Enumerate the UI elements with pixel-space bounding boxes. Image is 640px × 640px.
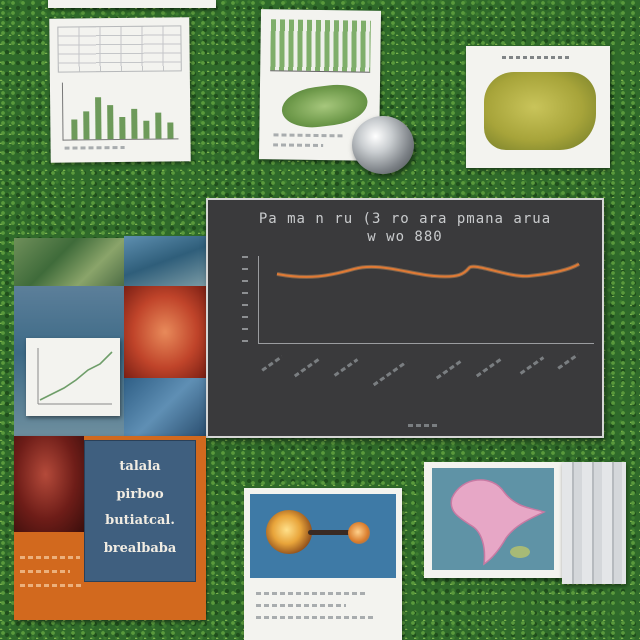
poster-line-2: pirboo bbox=[116, 487, 164, 502]
y-axis-tick bbox=[242, 280, 248, 282]
document-particle-image bbox=[244, 488, 402, 640]
document-scribble bbox=[64, 145, 125, 150]
y-axis-tick bbox=[242, 268, 248, 270]
x-axis-label-mark bbox=[261, 355, 283, 372]
creature-body bbox=[450, 479, 546, 566]
creature-spot bbox=[510, 546, 530, 558]
orange-poster: talala pirboo butiatcal. brealbaba bbox=[14, 436, 206, 620]
large-glow bbox=[266, 510, 312, 554]
document-bar-chart bbox=[61, 81, 179, 141]
small-growth-chart bbox=[26, 338, 120, 416]
x-axis-label-mark bbox=[372, 360, 408, 387]
aerial-photo-field bbox=[14, 238, 124, 286]
document-scribble bbox=[273, 143, 324, 148]
chart-bar bbox=[83, 111, 90, 140]
document-table-bar-chart bbox=[49, 17, 191, 163]
y-axis-tick bbox=[242, 256, 248, 258]
chart-bar bbox=[95, 97, 102, 140]
chart-title-line-1: Pa ma n ru (3 ro ara pmana arua bbox=[258, 211, 552, 227]
main-chart-panel: Pa ma n ru (3 ro ara pmana arua w wo 880 bbox=[206, 198, 604, 438]
dark-red-photo bbox=[14, 436, 84, 532]
grey-photo-strip bbox=[562, 462, 626, 584]
chart-series-line-core bbox=[276, 263, 580, 278]
document-scribble bbox=[256, 616, 376, 619]
chart-growth-line bbox=[39, 351, 113, 401]
chart-bar bbox=[119, 116, 126, 140]
x-axis-label-mark bbox=[519, 356, 545, 375]
document-scribble bbox=[256, 604, 346, 607]
pink-creature-svg bbox=[450, 479, 546, 566]
x-axis-label-mark bbox=[293, 357, 321, 378]
chart-bar bbox=[107, 105, 114, 140]
chart-title-line-2: w wo 880 bbox=[367, 229, 443, 245]
y-axis-tick bbox=[242, 316, 248, 318]
aerial-photo-water bbox=[124, 236, 206, 286]
y-axis-tick bbox=[242, 340, 248, 342]
document-table bbox=[57, 25, 182, 73]
poster-scribble bbox=[20, 584, 82, 587]
chart-bar bbox=[71, 119, 78, 140]
document-scribble bbox=[256, 592, 366, 595]
document-creature-image bbox=[424, 462, 562, 578]
y-axis-tick bbox=[242, 292, 248, 294]
particle-image bbox=[250, 494, 396, 578]
y-axis-tick bbox=[242, 328, 248, 330]
x-axis-label-mark bbox=[333, 358, 359, 377]
small-glow bbox=[348, 522, 370, 544]
document-green-bar-chart bbox=[270, 19, 371, 73]
chart-bar bbox=[131, 108, 138, 139]
chart-bar bbox=[143, 120, 150, 139]
yellow-specimen-image bbox=[484, 72, 596, 150]
growth-line-chart bbox=[37, 348, 113, 405]
chart-title: Pa ma n ru (3 ro ara pmana arua w wo 880 bbox=[218, 210, 592, 246]
creature-image bbox=[432, 468, 554, 570]
blue-map-photo bbox=[124, 378, 206, 436]
x-axis-label-mark bbox=[475, 357, 503, 378]
poster-line-3: butiatcal. bbox=[105, 513, 175, 528]
document-scribble bbox=[273, 133, 344, 138]
poster-line-4: brealbaba bbox=[103, 541, 177, 556]
chart-line-svg bbox=[276, 262, 581, 279]
y-axis-tick bbox=[242, 304, 248, 306]
x-axis-label-mark bbox=[557, 353, 579, 370]
poster-scribble bbox=[20, 570, 70, 573]
red-organic-photo bbox=[124, 286, 206, 378]
paper-strip-top bbox=[48, 0, 216, 8]
document-scribble bbox=[502, 56, 572, 59]
glass-paperweight-icon bbox=[352, 116, 414, 174]
chart-bar bbox=[167, 122, 174, 139]
blue-text-card: talala pirboo butiatcal. brealbaba bbox=[84, 440, 196, 582]
x-axis-title-mark bbox=[408, 424, 438, 427]
poster-scribble bbox=[20, 556, 80, 559]
x-axis-label-mark bbox=[435, 359, 463, 380]
chart-plot-area bbox=[258, 256, 594, 344]
document-yellow-specimen bbox=[466, 46, 610, 168]
poster-line-1: talala bbox=[119, 459, 161, 474]
green-leaf-image bbox=[279, 80, 370, 132]
chart-bar bbox=[155, 112, 162, 139]
connector-line bbox=[308, 530, 352, 535]
